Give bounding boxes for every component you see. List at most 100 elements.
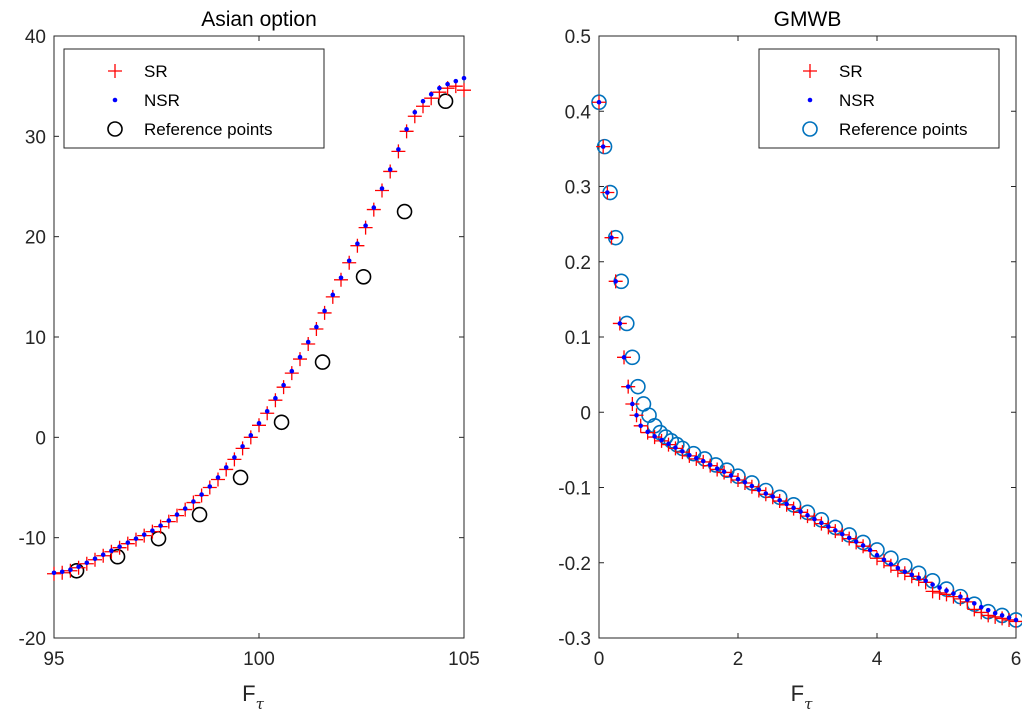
data-point-dot xyxy=(860,543,866,548)
data-point-dot xyxy=(652,434,657,439)
data-point-dot xyxy=(281,382,286,388)
legend-marker-dot xyxy=(112,97,118,103)
data-point-dot xyxy=(109,548,114,554)
data-point-circle xyxy=(109,548,126,565)
data-point-dot xyxy=(338,275,344,281)
legend-marker-plus xyxy=(803,64,817,78)
y-tick-label: -0.2 xyxy=(558,554,591,575)
legend-label: SR xyxy=(144,62,168,81)
data-point-dot xyxy=(289,368,295,374)
data-point-dot xyxy=(867,547,873,553)
data-point-dot xyxy=(687,452,692,458)
data-point-dot xyxy=(930,582,935,587)
data-point-dot xyxy=(700,458,706,464)
data-point-dot xyxy=(174,512,180,517)
data-point-dot xyxy=(985,607,991,613)
data-point-dot xyxy=(600,144,606,149)
data-point-dot xyxy=(721,469,727,474)
y-tick-label: 10 xyxy=(25,328,46,349)
data-point-dot xyxy=(621,355,627,360)
data-point-dot xyxy=(125,540,131,545)
data-point-dot xyxy=(645,429,650,435)
data-point-dot xyxy=(992,610,998,616)
x-tick-label: 0 xyxy=(594,649,605,670)
legend-label: NSR xyxy=(839,91,875,110)
data-point-dot xyxy=(133,536,139,541)
data-point-dot xyxy=(798,509,803,514)
data-point-dot xyxy=(437,85,442,91)
data-point-dot xyxy=(749,483,755,489)
x-tick-label: 6 xyxy=(1011,649,1022,670)
data-point-dot xyxy=(613,279,618,284)
data-point-dot xyxy=(1006,615,1012,620)
data-point-dot xyxy=(1013,617,1019,623)
data-point-dot xyxy=(322,308,327,314)
data-point-dot xyxy=(355,241,360,246)
data-point-dot xyxy=(141,532,147,537)
data-point-dot xyxy=(937,585,942,590)
data-point-dot xyxy=(314,324,319,330)
data-point-dot xyxy=(826,524,831,529)
data-point-dot xyxy=(379,186,385,191)
legend-marker-circle xyxy=(107,121,123,137)
y-tick-label: 0.2 xyxy=(565,253,591,274)
data-point-dot xyxy=(707,462,713,468)
data-point-dot xyxy=(158,523,163,528)
y-tick-label: -20 xyxy=(19,629,46,650)
data-point-dot xyxy=(453,78,459,84)
data-point-dot xyxy=(150,528,155,533)
data-point-dot xyxy=(207,484,213,489)
data-point-circle xyxy=(355,268,372,285)
data-point-dot xyxy=(420,98,426,104)
data-point-dot xyxy=(972,601,977,606)
data-point-circle xyxy=(396,203,413,220)
data-point-dot xyxy=(297,354,303,360)
y-tick-label: 0.4 xyxy=(565,102,592,123)
data-point-dot xyxy=(999,613,1005,618)
data-point-dot xyxy=(59,569,65,575)
data-point-dot xyxy=(839,531,845,537)
data-point-dot xyxy=(791,505,796,511)
x-tick-label: 105 xyxy=(448,649,480,670)
data-point-dot xyxy=(182,506,188,511)
data-layer xyxy=(47,75,471,581)
data-point-dot xyxy=(223,465,229,470)
y-tick-label: 0.5 xyxy=(565,27,591,48)
data-point-dot xyxy=(76,564,81,570)
data-point-dot xyxy=(965,597,970,602)
y-tick-label: 40 xyxy=(25,27,46,48)
x-tick-label: 2 xyxy=(733,649,744,670)
data-point-dot xyxy=(240,444,245,449)
series-dot xyxy=(596,99,1019,623)
data-point-dot xyxy=(951,591,956,596)
legend-label: NSR xyxy=(144,91,180,110)
data-point-dot xyxy=(638,423,643,429)
legend-marker-dot xyxy=(807,97,813,103)
data-point-dot xyxy=(777,497,782,503)
legend: SR NSR Reference points xyxy=(63,48,325,149)
data-point-dot xyxy=(84,560,90,566)
data-point-dot xyxy=(92,556,98,562)
data-point-dot xyxy=(694,455,699,461)
data-point-dot xyxy=(117,544,122,549)
data-point-dot xyxy=(191,499,196,504)
data-point-dot xyxy=(609,235,614,240)
data-point-dot xyxy=(305,339,311,345)
data-point-dot xyxy=(100,552,106,558)
x-axis-label-subscript: τ xyxy=(256,695,265,713)
x-axis-label-main: F xyxy=(242,681,255,706)
data-point-dot xyxy=(846,535,852,541)
data-point-dot xyxy=(445,81,450,87)
data-point-dot xyxy=(605,190,610,195)
data-point-dot xyxy=(387,167,393,172)
data-point-dot xyxy=(630,401,635,407)
legend-box xyxy=(758,48,1000,149)
data-point-dot xyxy=(461,75,467,81)
y-tick-label: 0.1 xyxy=(565,328,591,349)
data-point-dot xyxy=(215,475,221,480)
x-axis-label-main: F xyxy=(791,681,804,706)
data-point-dot xyxy=(273,395,278,401)
x-axis-label-subscript: τ xyxy=(804,695,813,713)
series-dot xyxy=(51,75,467,576)
data-point-circle xyxy=(437,93,454,110)
